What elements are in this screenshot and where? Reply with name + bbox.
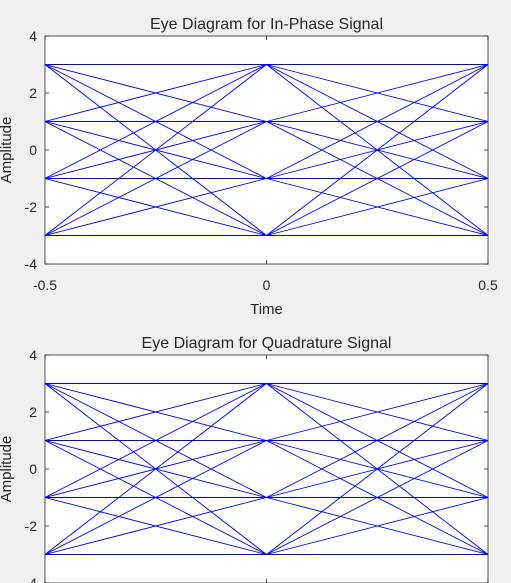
- y-tick-label: 4: [29, 347, 37, 363]
- y-axis-label: Amplitude: [0, 436, 15, 503]
- y-tick-label: 2: [29, 85, 37, 101]
- y-tick-label: -4: [25, 256, 38, 272]
- x-tick-label: 0.5: [478, 277, 498, 293]
- y-tick-label: 0: [29, 142, 37, 158]
- y-tick-label: 0: [29, 461, 37, 477]
- plot-area: [45, 355, 488, 583]
- y-tick-label: -4: [25, 575, 38, 583]
- y-axis-label: Amplitude: [0, 117, 15, 184]
- y-tick-label: 2: [29, 404, 37, 420]
- y-tick-label: 4: [29, 28, 37, 44]
- plot-area: [45, 36, 488, 264]
- y-tick-label: -2: [25, 518, 38, 534]
- chart-title: Eye Diagram for Quadrature Signal: [142, 335, 392, 352]
- chart-title: Eye Diagram for In-Phase Signal: [150, 16, 383, 33]
- y-tick-label: -2: [25, 199, 38, 215]
- x-tick-label: -0.5: [33, 277, 57, 293]
- x-axis-label: Time: [250, 301, 283, 318]
- chart-1: -0.5 0 0.5 -4 -2 0 2 4 Eye Diagram for In-Phase …: [0, 16, 498, 318]
- x-tick-label: 0: [263, 277, 271, 293]
